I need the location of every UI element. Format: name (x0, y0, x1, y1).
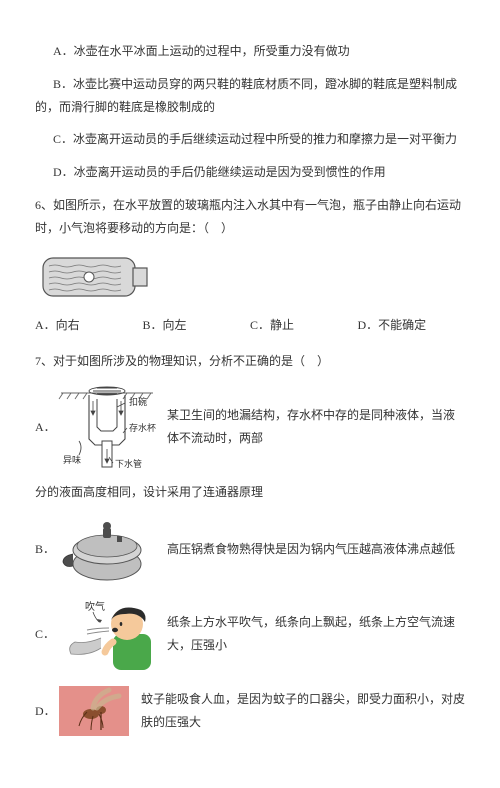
blowing-paper-figure: 吹气 (57, 594, 157, 674)
pressure-cooker-figure (57, 514, 157, 584)
q7-option-a: A． (35, 383, 465, 471)
q7-c-text: 纸条上方水平吹气，纸条向上飘起，纸条上方空气流速大，压强小 (167, 611, 465, 657)
option-letter: C． (35, 623, 57, 646)
q6-options: A．向右 B．向左 C．静止 D．不能确定 (35, 314, 465, 337)
q7-a-continuation: 分的液面高度相同，设计采用了连通器原理 (35, 481, 465, 504)
drain-diagram: 扣碗 存水杯 异味 下水管 (57, 383, 157, 471)
q6-option-d: D．不能确定 (358, 314, 466, 337)
q7-d-text: 蚊子能吸食人血，是因为蚊子的口器尖，即受力面积小，对皮肤的压强大 (141, 688, 465, 734)
q6-stem: 6、如图所示，在水平放置的玻璃瓶内注入水其中有一气泡，瓶子由静止向右运动时，小气… (35, 194, 465, 240)
q7-option-c: C． 吹气 纸条上方水平吹气，纸条向上飘起，纸条上方空气流速大，压强小 (35, 594, 465, 674)
option-letter: D． (35, 700, 57, 723)
prev-option-d: D．冰壶离开运动员的手后仍能继续运动是因为受到惯性的作用 (35, 161, 465, 184)
q7-a-text: 某卫生间的地漏结构，存水杯中存的是同种液体，当液体不流动时，两部 (167, 404, 465, 450)
q7-b-text: 高压锅煮食物熟得快是因为锅内气压越高液体沸点越低 (167, 538, 465, 561)
option-letter: B． (35, 538, 57, 561)
q6-option-a: A．向右 (35, 314, 143, 337)
label-xiashuiguan: 下水管 (115, 458, 142, 469)
q7-stem: 7、对于如图所涉及的物理知识，分析不正确的是（ ） (35, 350, 465, 373)
prev-option-c: C．冰壶离开运动员的手后继续运动过程中所受的推力和摩擦力是一对平衡力 (35, 128, 465, 151)
label-koubei: 扣碗 (129, 396, 147, 407)
q7-option-d: D． 蚊子能吸食人血，是因为蚊子的口器尖，即受力面积小，对皮肤的压强大 (35, 684, 465, 738)
q6-bottle-figure (35, 250, 465, 304)
option-letter: A． (35, 416, 57, 439)
q6-option-b: B．向左 (143, 314, 251, 337)
q6-option-c: C．静止 (250, 314, 358, 337)
label-yiwei: 异味 (63, 454, 81, 465)
mosquito-figure (57, 684, 131, 738)
label-chuiqi: 吹气 (85, 600, 105, 613)
q7-option-b: B． 高压锅煮食物熟得快是因为锅内气压越高液体沸点越低 (35, 514, 465, 584)
prev-option-a: A．冰壶在水平冰面上运动的过程中，所受重力没有做功 (35, 40, 465, 63)
label-cunshuibei: 存水杯 (129, 422, 156, 433)
prev-option-b: B．冰壶比赛中运动员穿的两只鞋的鞋底材质不同，蹬冰脚的鞋底是塑料制成的，而滑行脚… (35, 73, 465, 119)
